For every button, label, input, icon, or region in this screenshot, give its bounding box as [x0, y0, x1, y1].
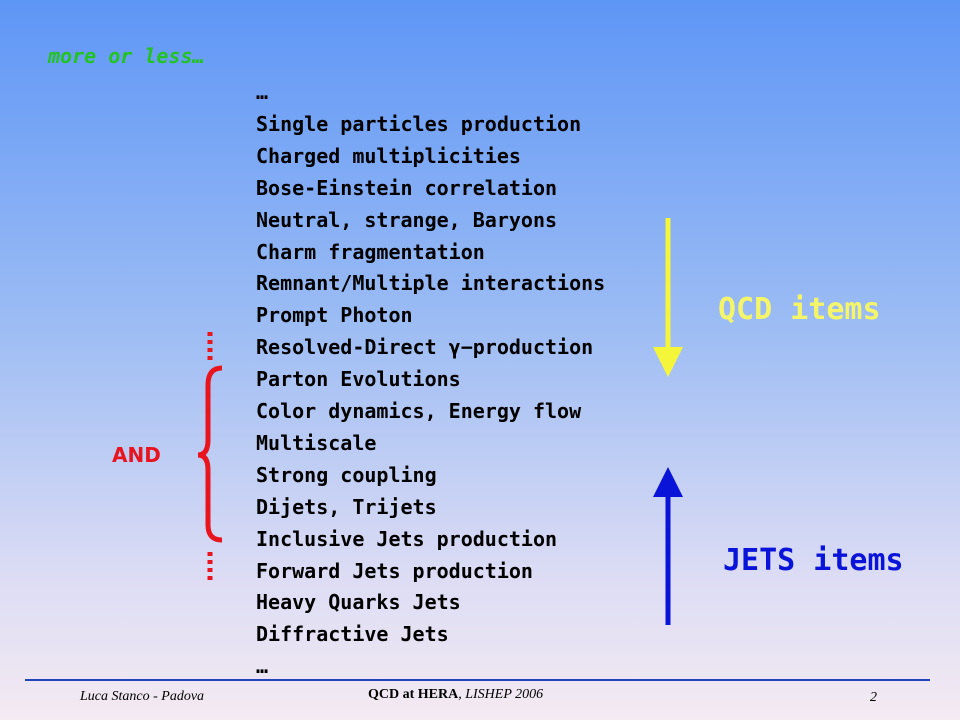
topic-item: Remnant/Multiple interactions: [256, 271, 606, 296]
topic-item: Color dynamics, Energy flow: [256, 399, 582, 423]
topic-item: Parton Evolutions: [256, 367, 461, 392]
page-number: 2: [870, 690, 877, 705]
talk-venue: , LISHEP 2006: [458, 687, 544, 702]
topic-item: Inclusive Jets production: [256, 526, 558, 551]
subtitle: more or less…: [48, 44, 205, 68]
qcd-label: QCD items: [718, 292, 881, 327]
footer-talk: QCD at HERA, LISHEP 2006: [368, 687, 543, 703]
jets-label: JETS items: [723, 543, 904, 578]
footer-author: Luca Stanco - Padova: [80, 689, 205, 704]
brace: [197, 365, 223, 543]
topic-item: Bose-Einstein correlation: [256, 175, 558, 200]
topic-item: …: [256, 654, 269, 679]
topic-item: Strong coupling: [256, 462, 437, 487]
topic-item: Charged multiplicities: [256, 143, 521, 168]
topic-item: Neutral, strange, Baryons: [256, 207, 558, 232]
topic-item: Heavy Quarks Jets: [256, 590, 461, 615]
topic-item: Forward Jets production: [256, 558, 533, 583]
talk-title: QCD at HERA: [368, 687, 459, 702]
topic-item: Charm fragmentation: [256, 239, 485, 264]
topic-item: Dijets, Trijets: [256, 494, 437, 519]
topic-item: Resolved-Direct γ−production: [256, 335, 594, 360]
topic-item: …: [256, 80, 269, 104]
topic-item: Single particles production: [256, 111, 582, 136]
and-label: AND: [112, 443, 161, 467]
topic-item: Diffractive Jets: [256, 622, 449, 647]
topic-item: Multiscale: [256, 430, 377, 455]
topic-item: Prompt Photon: [256, 303, 413, 328]
